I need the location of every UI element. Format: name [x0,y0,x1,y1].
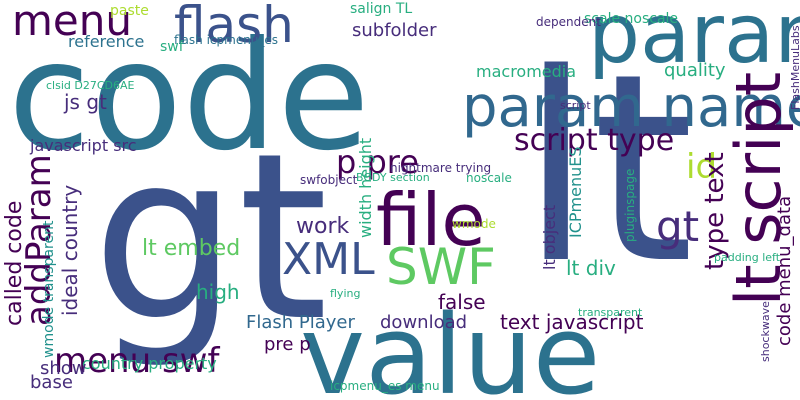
word-quality: quality [664,60,726,81]
word-lt: lt [520,19,695,321]
word-shockwave: shockwave [759,301,772,362]
word-high: high [196,280,240,304]
word-noscale: noscale [466,171,512,185]
word-show: show [40,358,87,379]
word-file: file [376,178,486,262]
word-p-pre: p pre [336,143,419,181]
word-value: value [300,291,601,400]
word-clsid: clsid D27CD6AE [46,79,135,92]
word-base: base [30,372,73,393]
word-code: code [8,10,370,184]
word-ideal-country: ideal country [58,184,82,316]
word-country-property: country property [82,354,217,373]
word-download: download [380,312,468,333]
word-false: false [438,290,486,314]
word-called-code: called code [2,200,27,326]
word-script: script [560,99,591,112]
word-menu-swf: menu swf [54,341,220,381]
word-icpmenues: ICPmenuES [566,146,585,238]
word-param: param [588,0,800,82]
word-flashmenulabs: FlashMenuLabs [789,25,800,110]
word-flash-player: Flash Player [246,312,355,333]
word-body-section: BODY section [356,171,430,184]
word-swf: swf [160,39,184,55]
word-menu: menu [12,0,132,45]
word-lt-embed: lt embed [142,236,241,261]
word-swf: SWF [386,238,496,296]
word-width-height: width height [356,137,375,238]
word-padding-left: padding left [714,251,781,264]
word-gt-small: gt [656,202,700,251]
word-js-gt: js gt [64,90,107,114]
word-param-name: param name [462,75,800,140]
word-salign-tl: salign TL [350,1,413,17]
word-flash: flash [174,0,294,54]
word-pluginspage: pluginspage [623,168,637,242]
word-flying: flying [330,287,361,300]
word-swfobject: swfobject [300,173,358,187]
word-wmode-transparent: wmode transparent [41,220,57,358]
word-wmode: wmode [452,217,496,231]
word-macromedia: macromedia [476,62,577,81]
word-reference: reference [68,32,145,51]
word-subfolder: subfolder [352,20,437,41]
word-paste: paste [110,3,149,19]
word-work: work [296,214,350,239]
word-id: id [686,147,718,187]
word-lt-object: lt object [540,204,559,270]
word-xml: XML [282,234,375,285]
word-scale-noscale: scale noscale [584,11,679,27]
word-text-javascript: text javascript [500,310,644,334]
word-code-menu-data: code menu_data [774,195,795,346]
word-pre-p: pre p [264,334,311,355]
word-flash-icpmenu-es: flash icpmenu_es [174,33,279,47]
word-icpmenu-es-menu: icpmenu_es menu [330,379,440,393]
word-gt-large: gt [92,105,329,372]
word-dependent: dependent [536,15,601,29]
word-transparent: transparent [578,306,643,319]
word-nightmare-trying: nightmare trying [390,161,492,175]
word-javascript-src: javascript src [30,136,137,155]
word-lt-div: lt div [566,256,616,280]
word-script-type: script type [514,123,675,158]
